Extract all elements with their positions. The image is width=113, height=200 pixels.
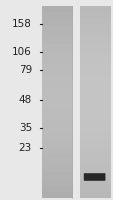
Bar [42, 64, 72, 70]
Bar [42, 185, 72, 192]
Bar [79, 179, 110, 185]
Bar [42, 12, 72, 19]
Bar [42, 121, 72, 128]
Bar [42, 147, 72, 153]
Bar [79, 44, 110, 51]
Text: 23: 23 [19, 143, 32, 153]
Bar [79, 160, 110, 166]
Bar [42, 70, 72, 76]
Bar [79, 57, 110, 64]
Bar [42, 134, 72, 140]
Bar [42, 76, 72, 83]
Bar [79, 19, 110, 25]
Bar [79, 128, 110, 134]
Bar [42, 179, 72, 185]
Bar [42, 19, 72, 25]
Bar [79, 83, 110, 89]
Text: 35: 35 [19, 123, 32, 133]
Bar [79, 185, 110, 192]
Bar [42, 83, 72, 89]
Bar [79, 102, 110, 108]
Bar [42, 166, 72, 172]
Bar [79, 108, 110, 115]
Bar [42, 115, 72, 121]
Bar [79, 89, 110, 96]
Bar [79, 115, 110, 121]
Bar [79, 121, 110, 128]
Text: 48: 48 [19, 95, 32, 105]
Bar [79, 172, 110, 179]
Bar [42, 57, 72, 64]
Text: 106: 106 [12, 47, 32, 57]
Text: 79: 79 [19, 65, 32, 75]
Bar [42, 160, 72, 166]
Bar [42, 51, 72, 57]
Bar [79, 38, 110, 44]
Bar [79, 140, 110, 147]
Bar [42, 192, 72, 198]
Bar [79, 76, 110, 83]
Bar [79, 64, 110, 70]
Bar [42, 6, 72, 12]
Bar [79, 32, 110, 38]
Bar [42, 96, 72, 102]
Bar [79, 147, 110, 153]
Bar [42, 153, 72, 160]
Bar [42, 172, 72, 179]
Bar [42, 108, 72, 115]
Bar [42, 128, 72, 134]
Bar [42, 44, 72, 51]
Bar [79, 6, 110, 12]
FancyBboxPatch shape [83, 173, 105, 181]
Bar [79, 25, 110, 32]
Bar [79, 153, 110, 160]
Bar [79, 51, 110, 57]
Bar [42, 102, 72, 108]
Bar [79, 166, 110, 172]
Bar [79, 12, 110, 19]
Bar [79, 192, 110, 198]
Bar [79, 96, 110, 102]
Bar [42, 89, 72, 96]
Bar [79, 134, 110, 140]
Bar [42, 140, 72, 147]
Bar [42, 32, 72, 38]
Text: 158: 158 [12, 19, 32, 29]
Bar [42, 25, 72, 32]
Bar [42, 38, 72, 44]
Bar [79, 70, 110, 76]
